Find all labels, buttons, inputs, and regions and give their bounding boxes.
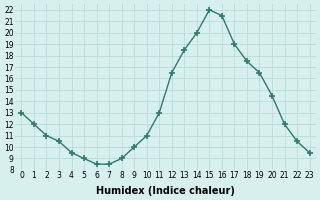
X-axis label: Humidex (Indice chaleur): Humidex (Indice chaleur) bbox=[96, 186, 235, 196]
